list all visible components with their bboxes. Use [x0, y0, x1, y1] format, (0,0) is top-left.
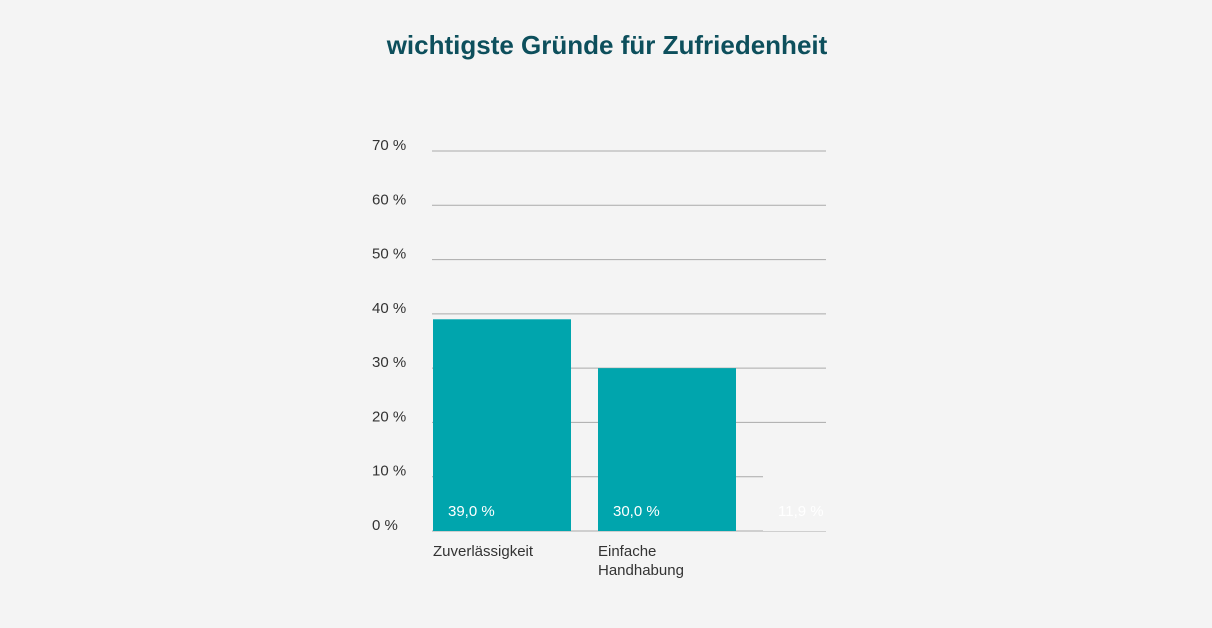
bar	[598, 368, 736, 531]
y-tick-label: 70 %	[372, 137, 406, 154]
chart-title: wichtigste Gründe für Zufriedenheit	[386, 30, 828, 60]
y-tick-label: 30 %	[372, 354, 406, 371]
value-label: 30,0 %	[613, 503, 660, 520]
bar	[763, 466, 901, 531]
y-tick-label: 20 %	[372, 408, 406, 425]
y-tick-label: 40 %	[372, 300, 406, 317]
y-tick-label: 0 %	[372, 517, 398, 534]
bar	[433, 319, 571, 531]
value-label: 39,0 %	[448, 503, 495, 520]
x-tick-label: Zuverlässigkeit	[433, 543, 534, 560]
y-tick-label: 60 %	[372, 191, 406, 208]
value-label: 11,9 %	[778, 503, 824, 520]
x-tick-label: Einfache Handhabung	[598, 543, 684, 579]
y-tick-label: 50 %	[372, 246, 406, 263]
y-tick-label: 10 %	[372, 463, 406, 480]
